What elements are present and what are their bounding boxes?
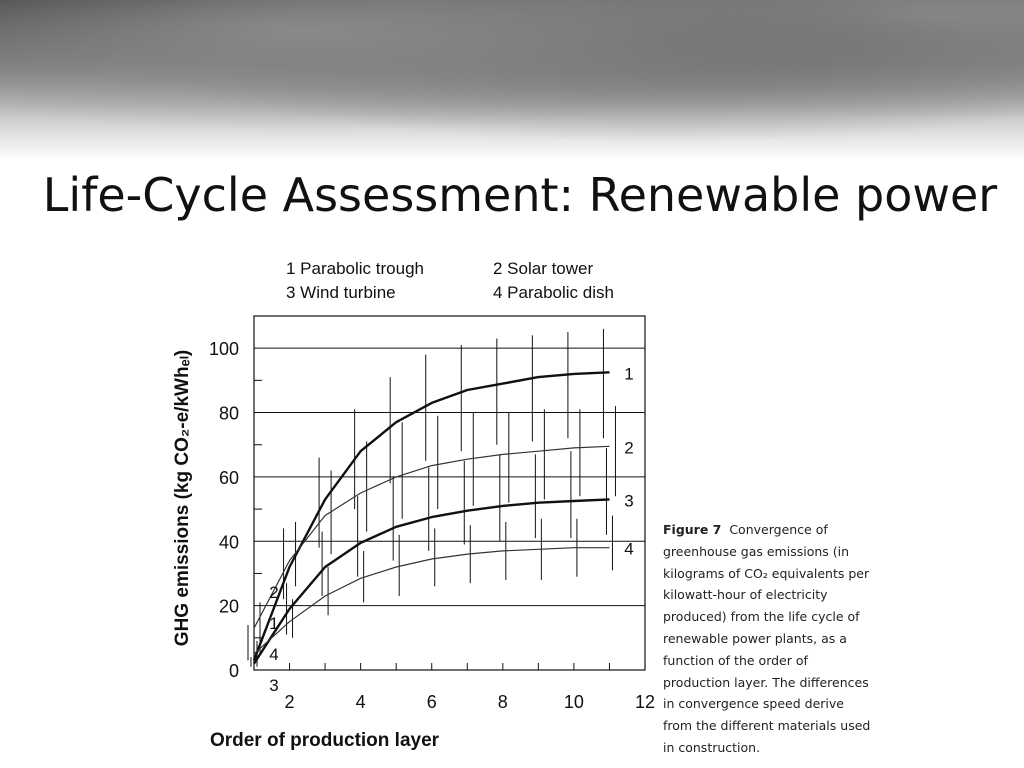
y-tick-label: 100 — [209, 339, 239, 359]
caption-line: produced) from the life cycle of — [663, 609, 860, 625]
series-start-label-4: 4 — [269, 645, 278, 664]
series-line-4 — [253, 547, 610, 655]
caption-line: in construction. — [663, 739, 761, 755]
series-line-1 — [252, 371, 610, 661]
x-tick-label: 10 — [564, 692, 584, 712]
series-start-label-3: 3 — [269, 676, 278, 695]
plot-area — [253, 315, 646, 671]
legend-item-2: 2 Solar tower — [493, 259, 594, 278]
y-tick-label: 20 — [219, 597, 239, 617]
x-tick-label: 12 — [635, 692, 655, 712]
series-end-label-3: 3 — [624, 491, 633, 510]
x-tick-label: 4 — [356, 692, 366, 712]
y-tick-label: 60 — [219, 468, 239, 488]
x-tick-label: 8 — [498, 692, 508, 712]
caption-line: in convergence speed derive — [663, 696, 844, 712]
caption-line: Convergence of — [729, 522, 828, 537]
y-tick-label: 0 — [229, 661, 239, 681]
legend-item-4: 4 Parabolic dish — [493, 283, 614, 302]
series-end-label-2: 2 — [624, 438, 633, 457]
caption-figure-label: Figure 7 — [663, 522, 722, 537]
legend-item-1: 1 Parabolic trough — [286, 259, 424, 278]
series-end-label-1: 1 — [624, 364, 633, 383]
x-tick-label: 6 — [427, 692, 437, 712]
caption-line: from the different materials used — [663, 718, 871, 734]
series-start-label-2: 2 — [269, 583, 278, 602]
y-axis-title: GHG emissions (kg CO₂-e/kWhₑₗ) — [172, 350, 193, 646]
world-map-banner — [0, 0, 1024, 160]
y-tick-label: 40 — [219, 532, 239, 552]
x-axis-title: Order of production layer — [210, 730, 440, 751]
caption-line: renewable power plants, as a — [663, 630, 847, 646]
figure-caption: Figure 7 Convergence of greenhouse gas e… — [663, 519, 888, 759]
caption-line: kilowatt-hour of electricity — [663, 587, 828, 603]
caption-line: greenhouse gas emissions (in — [663, 543, 850, 559]
caption-line: production layer. The differences — [663, 674, 869, 690]
series-start-label-1: 1 — [269, 614, 278, 633]
series-line-3 — [252, 498, 610, 665]
series-line-2 — [253, 445, 610, 629]
caption-line: function of the order of — [663, 652, 808, 668]
y-tick-label: 80 — [219, 404, 239, 424]
x-tick-label: 2 — [285, 692, 295, 712]
slide-title: Life-Cycle Assessment: Renewable power — [42, 168, 998, 222]
legend-item-3: 3 Wind turbine — [286, 283, 396, 302]
caption-line: kilograms of CO₂ equivalents per — [663, 565, 870, 581]
series-end-label-4: 4 — [624, 540, 633, 559]
